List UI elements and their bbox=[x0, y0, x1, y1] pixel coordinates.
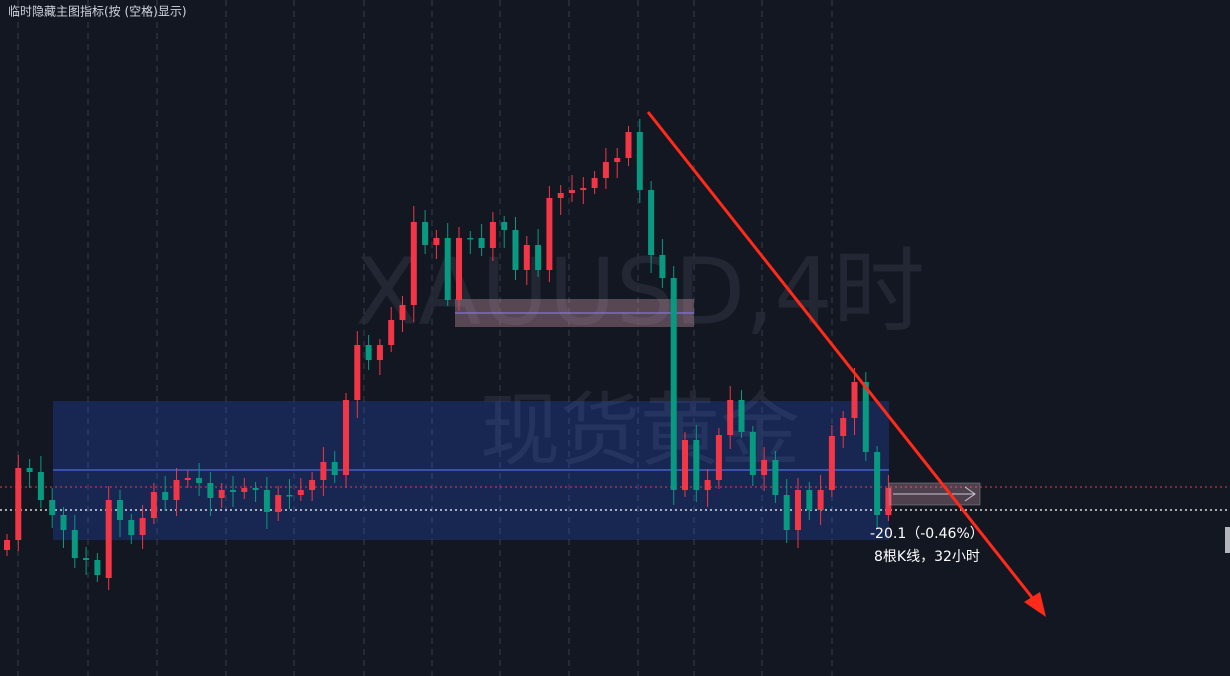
candle-body bbox=[320, 462, 327, 480]
candle-body bbox=[501, 222, 508, 230]
candle-body bbox=[275, 495, 282, 512]
candles bbox=[4, 119, 892, 590]
candle-body bbox=[263, 490, 270, 512]
candle-body bbox=[60, 515, 67, 530]
candle-body bbox=[399, 305, 406, 320]
candle-body bbox=[693, 440, 700, 490]
candle-body bbox=[749, 432, 756, 475]
candle-body bbox=[682, 440, 688, 490]
trend-arrow-head bbox=[1024, 592, 1046, 617]
candle-body bbox=[840, 418, 847, 436]
candle-body bbox=[252, 488, 259, 490]
candle-body bbox=[162, 492, 169, 500]
measure-bars: 8根K线，32小时 bbox=[874, 549, 980, 565]
candle-body bbox=[15, 468, 22, 540]
candle-body bbox=[309, 480, 316, 490]
candle-body bbox=[715, 435, 722, 480]
candle-body bbox=[557, 193, 564, 198]
hint-label: 临时隐藏主图指标(按 (空格)显示) bbox=[8, 4, 187, 19]
candle-body bbox=[828, 436, 835, 490]
candle-body bbox=[625, 132, 632, 158]
watermark-symbol: XAUUSD,4时 bbox=[355, 238, 925, 345]
candle-body bbox=[659, 255, 666, 278]
candle-body bbox=[761, 460, 768, 475]
candle-body bbox=[128, 520, 135, 535]
candle-body bbox=[196, 478, 203, 483]
candle-body bbox=[422, 222, 429, 245]
candle-body bbox=[817, 490, 824, 510]
scroll-handle bbox=[1225, 527, 1230, 553]
measure-arrow bbox=[893, 486, 976, 502]
candle-body bbox=[376, 345, 383, 360]
candle-body bbox=[94, 560, 101, 575]
candle-body bbox=[105, 500, 112, 578]
candle-body bbox=[636, 132, 643, 190]
trend-arrow bbox=[646, 111, 1040, 606]
candle-body bbox=[456, 238, 462, 300]
candle-body bbox=[874, 452, 881, 515]
candle-body bbox=[512, 230, 519, 270]
candle-body bbox=[410, 222, 417, 305]
candle-body bbox=[535, 245, 542, 270]
candle-body bbox=[117, 500, 123, 520]
candle-body bbox=[343, 400, 349, 475]
candle-body bbox=[806, 490, 813, 510]
candle-body bbox=[851, 382, 858, 418]
candle-body bbox=[230, 490, 236, 492]
candle-body bbox=[83, 558, 90, 560]
candle-body bbox=[26, 468, 33, 472]
candle-body bbox=[331, 462, 338, 475]
candle-body bbox=[71, 530, 78, 558]
candle-body bbox=[444, 238, 451, 300]
candle-body bbox=[670, 278, 677, 490]
watermark-name: 现货黄金 bbox=[480, 384, 800, 477]
candle-body bbox=[569, 190, 575, 193]
grid bbox=[17, 0, 833, 676]
candle-body bbox=[467, 238, 474, 240]
candle-body bbox=[489, 222, 496, 248]
candle-body bbox=[388, 320, 395, 345]
candle-body bbox=[591, 178, 598, 188]
candle-body bbox=[795, 490, 801, 530]
candle-body bbox=[49, 500, 56, 515]
candle-body bbox=[150, 492, 157, 518]
candle-body bbox=[772, 460, 779, 495]
candle-body bbox=[433, 238, 440, 245]
candle-body bbox=[614, 158, 621, 162]
candle-body bbox=[478, 238, 485, 248]
candle-body bbox=[139, 518, 146, 535]
candle-body bbox=[602, 162, 609, 178]
candle-body bbox=[885, 488, 892, 515]
candle-body bbox=[704, 480, 711, 490]
candle-body bbox=[184, 478, 191, 480]
measure-change: -20.1（-0.46%） bbox=[870, 526, 984, 542]
candle-body bbox=[297, 490, 304, 495]
candle-body bbox=[727, 400, 734, 435]
candle-body bbox=[783, 495, 790, 530]
candle-body bbox=[286, 495, 293, 497]
candle-body bbox=[648, 190, 655, 255]
candle-body bbox=[4, 540, 10, 550]
candle-body bbox=[546, 198, 553, 270]
candle-body bbox=[207, 483, 214, 498]
candle-body bbox=[354, 345, 361, 400]
candle-body bbox=[365, 345, 372, 360]
candle-body bbox=[218, 490, 225, 498]
candle-body bbox=[241, 488, 248, 492]
candle-body bbox=[37, 472, 44, 500]
candle-body bbox=[738, 400, 745, 432]
candle-body bbox=[173, 480, 180, 500]
candle-body bbox=[523, 245, 530, 270]
candle-body bbox=[580, 188, 587, 190]
candle-body bbox=[862, 382, 869, 452]
